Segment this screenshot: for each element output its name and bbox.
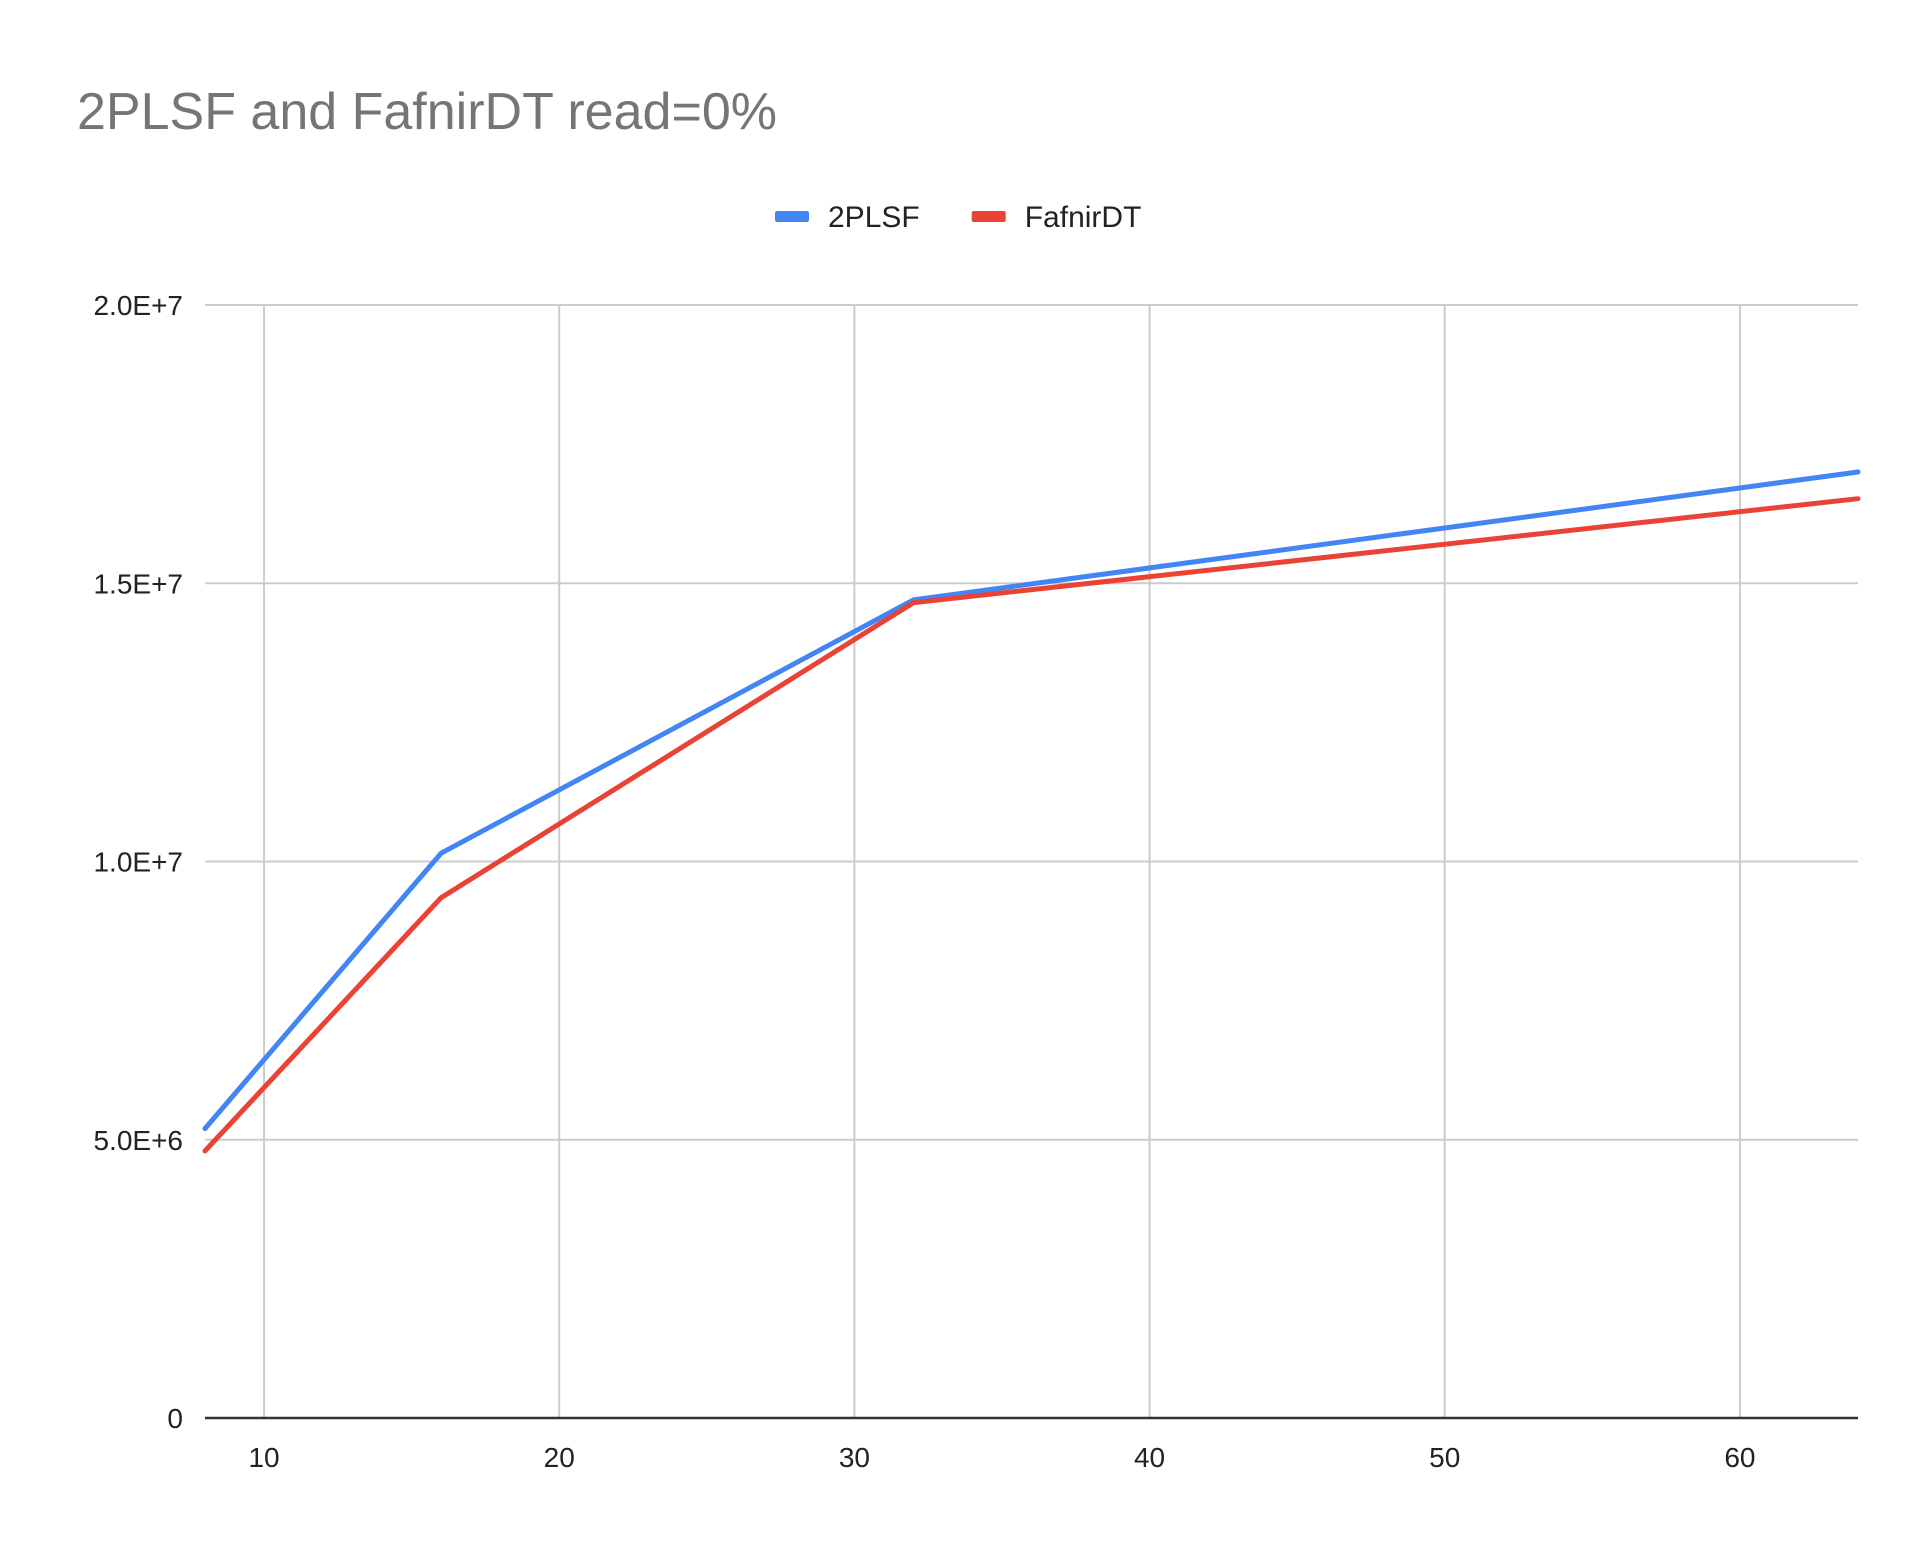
legend-label: FafnirDT — [1025, 201, 1142, 234]
x-tick-label: 50 — [1429, 1442, 1460, 1473]
x-tick-label: 10 — [248, 1442, 279, 1473]
legend: 2PLSF FafnirDT — [775, 201, 1141, 234]
y-tick-label: 2.0E+7 — [93, 290, 183, 321]
x-tick-label: 60 — [1724, 1442, 1755, 1473]
x-tick-label: 20 — [544, 1442, 575, 1473]
y-tick-label: 0 — [167, 1403, 183, 1434]
axes: 0 5.0E+6 1.0E+7 1.5E+7 2.0E+7 10 20 30 40 50 60 — [93, 290, 1858, 1473]
y-tick-label: 1.0E+7 — [93, 847, 183, 878]
legend-label: 2PLSF — [828, 201, 920, 234]
series-line-2plsf — [202, 469, 1861, 1132]
legend-swatch — [775, 211, 809, 222]
legend-swatch — [971, 211, 1006, 222]
x-tick-label: 40 — [1134, 1442, 1165, 1473]
x-tick-label: 30 — [839, 1442, 870, 1473]
series-line-fafnirdt — [202, 496, 1861, 1154]
grid — [205, 304, 1858, 1418]
y-tick-label: 5.0E+6 — [93, 1125, 183, 1156]
series-layer — [202, 469, 1861, 1154]
chart-title: 2PLSF and FafnirDT read=0% — [77, 83, 777, 141]
y-tick-label: 1.5E+7 — [93, 568, 183, 599]
